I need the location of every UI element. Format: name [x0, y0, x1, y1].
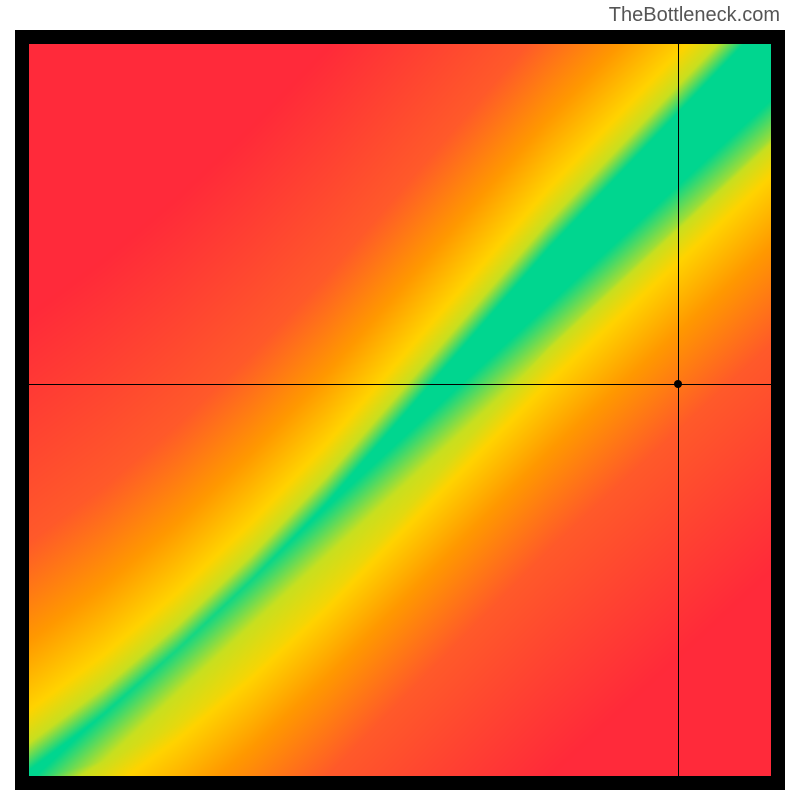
chart-plot-area: [15, 30, 785, 790]
crosshair-dot: [674, 380, 682, 388]
watermark-text: TheBottleneck.com: [609, 4, 780, 27]
crosshair-horizontal: [29, 384, 771, 385]
chart-container: TheBottleneck.com: [0, 0, 800, 800]
bottleneck-heatmap: [29, 44, 771, 776]
crosshair-vertical: [678, 44, 679, 776]
